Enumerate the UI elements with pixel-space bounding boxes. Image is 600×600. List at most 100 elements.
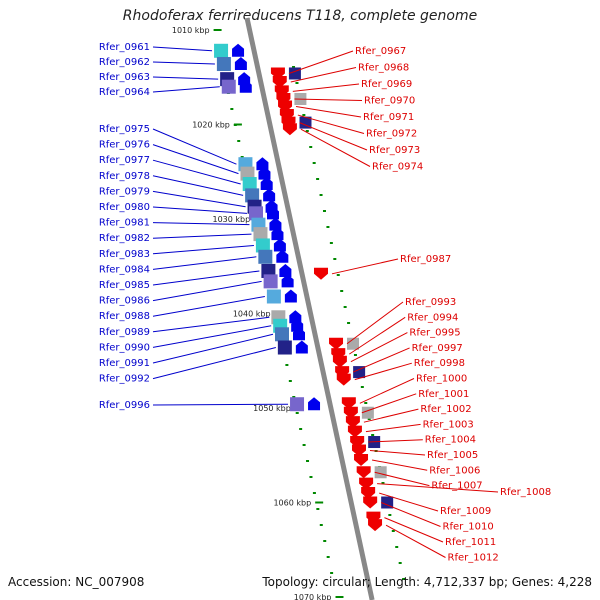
left-gene-label: Rfer_0982 xyxy=(99,233,150,244)
right-leader-line xyxy=(378,492,439,512)
left-gene-label: Rfer_0964 xyxy=(99,87,150,98)
gene-block xyxy=(255,238,270,253)
reverse-gene-arrow xyxy=(347,425,362,438)
track-dot xyxy=(295,412,299,414)
left-gene-label: Rfer_0985 xyxy=(99,280,150,291)
forward-gene-arrow xyxy=(276,249,289,263)
track-dot xyxy=(336,274,340,276)
track-dot xyxy=(230,108,234,110)
track-dot xyxy=(312,492,316,494)
left-leader-line xyxy=(152,86,220,93)
left-leader-line xyxy=(152,46,213,52)
right-leader-line xyxy=(299,122,368,151)
left-leader-line xyxy=(152,270,260,286)
track-dot xyxy=(381,482,385,484)
gene-block xyxy=(263,274,278,289)
left-gene-label: Rfer_0961 xyxy=(99,42,150,53)
right-leader-line xyxy=(361,393,417,414)
track-dot xyxy=(329,242,333,244)
forward-gene-arrow xyxy=(263,188,276,202)
reverse-gene-arrow xyxy=(345,416,360,429)
gene-block xyxy=(361,406,374,419)
gene-block xyxy=(347,337,360,350)
track-dot xyxy=(343,306,347,308)
right-leader-line xyxy=(300,128,371,167)
right-gene-label: Rfer_1012 xyxy=(448,553,499,564)
gene-block xyxy=(290,397,305,412)
track-dot xyxy=(309,146,313,148)
track-dot xyxy=(295,82,299,84)
map-title: Rhodoferax ferrireducens T118, complete … xyxy=(122,8,478,24)
track-dot xyxy=(395,546,399,548)
left-leader-line xyxy=(152,280,262,302)
gene-block xyxy=(245,188,260,203)
left-leader-line xyxy=(152,190,246,208)
right-leader-line xyxy=(297,114,365,134)
left-leader-line xyxy=(152,61,215,65)
reverse-gene-arrow xyxy=(313,267,328,280)
right-gene-label: Rfer_1006 xyxy=(429,465,480,476)
track-dot xyxy=(302,114,306,116)
reverse-gene-arrow xyxy=(356,466,371,479)
forward-gene-arrow xyxy=(284,289,297,303)
gene-block xyxy=(258,249,273,264)
forward-gene-arrow xyxy=(239,79,252,93)
track-dot xyxy=(398,562,402,564)
right-leader-line xyxy=(288,50,354,74)
right-gene-label: Rfer_0969 xyxy=(361,79,412,90)
left-gene-label: Rfer_0988 xyxy=(99,311,150,322)
reverse-gene-arrow xyxy=(363,496,378,509)
left-leader-line xyxy=(152,244,254,255)
left-leader-line xyxy=(152,175,244,196)
reverse-gene-arrow xyxy=(336,373,351,386)
left-leader-line xyxy=(152,222,250,226)
forward-gene-arrow xyxy=(308,397,321,411)
right-gene-label: Rfer_1004 xyxy=(425,435,476,446)
right-gene-label: Rfer_1009 xyxy=(440,506,491,517)
gene-block xyxy=(214,43,229,58)
left-leader-line xyxy=(152,295,265,317)
right-gene-label: Rfer_0998 xyxy=(414,358,465,369)
left-gene-label: Rfer_0984 xyxy=(99,264,150,275)
genome-backbone xyxy=(244,17,375,600)
right-leader-line xyxy=(352,347,410,373)
forward-gene-arrow xyxy=(266,206,279,220)
left-gene-label: Rfer_0989 xyxy=(99,327,150,338)
right-gene-label: Rfer_1002 xyxy=(420,404,471,415)
right-leader-line xyxy=(294,98,363,101)
right-leader-line xyxy=(365,423,421,433)
gene-block xyxy=(216,57,231,72)
forward-gene-arrow xyxy=(293,327,306,341)
right-gene-label: Rfer_1008 xyxy=(500,487,551,498)
track-dot xyxy=(319,524,323,526)
reverse-gene-arrow xyxy=(332,355,347,368)
right-leader-line xyxy=(369,450,426,456)
reverse-gene-arrow xyxy=(361,487,376,500)
forward-gene-arrow xyxy=(269,217,282,231)
left-gene-label: Rfer_0992 xyxy=(99,374,150,385)
left-leader-line xyxy=(152,325,272,348)
reverse-gene-arrow xyxy=(343,406,358,419)
right-leader-line xyxy=(348,316,406,355)
forward-gene-arrow xyxy=(232,43,245,57)
track-dot xyxy=(316,508,320,510)
track-dot xyxy=(330,572,334,574)
left-gene-label: Rfer_0981 xyxy=(99,218,150,229)
gene-block xyxy=(299,116,312,129)
right-leader-line xyxy=(346,301,404,345)
right-leader-line xyxy=(331,258,399,275)
right-leader-line xyxy=(374,471,430,487)
left-leader-line xyxy=(152,159,241,185)
right-gene-label: Rfer_0995 xyxy=(409,328,460,339)
left-leader-line xyxy=(152,233,252,239)
left-leader-line xyxy=(152,316,270,333)
track-dot xyxy=(292,66,296,68)
reverse-gene-arrow xyxy=(272,75,287,88)
right-gene-label: Rfer_0971 xyxy=(363,112,414,123)
track-dot xyxy=(299,428,303,430)
forward-gene-arrow xyxy=(281,274,294,288)
left-gene-label: Rfer_0991 xyxy=(99,358,150,369)
left-leader-line xyxy=(152,403,289,406)
left-gene-label: Rfer_0962 xyxy=(99,57,150,68)
gene-block xyxy=(288,67,301,80)
